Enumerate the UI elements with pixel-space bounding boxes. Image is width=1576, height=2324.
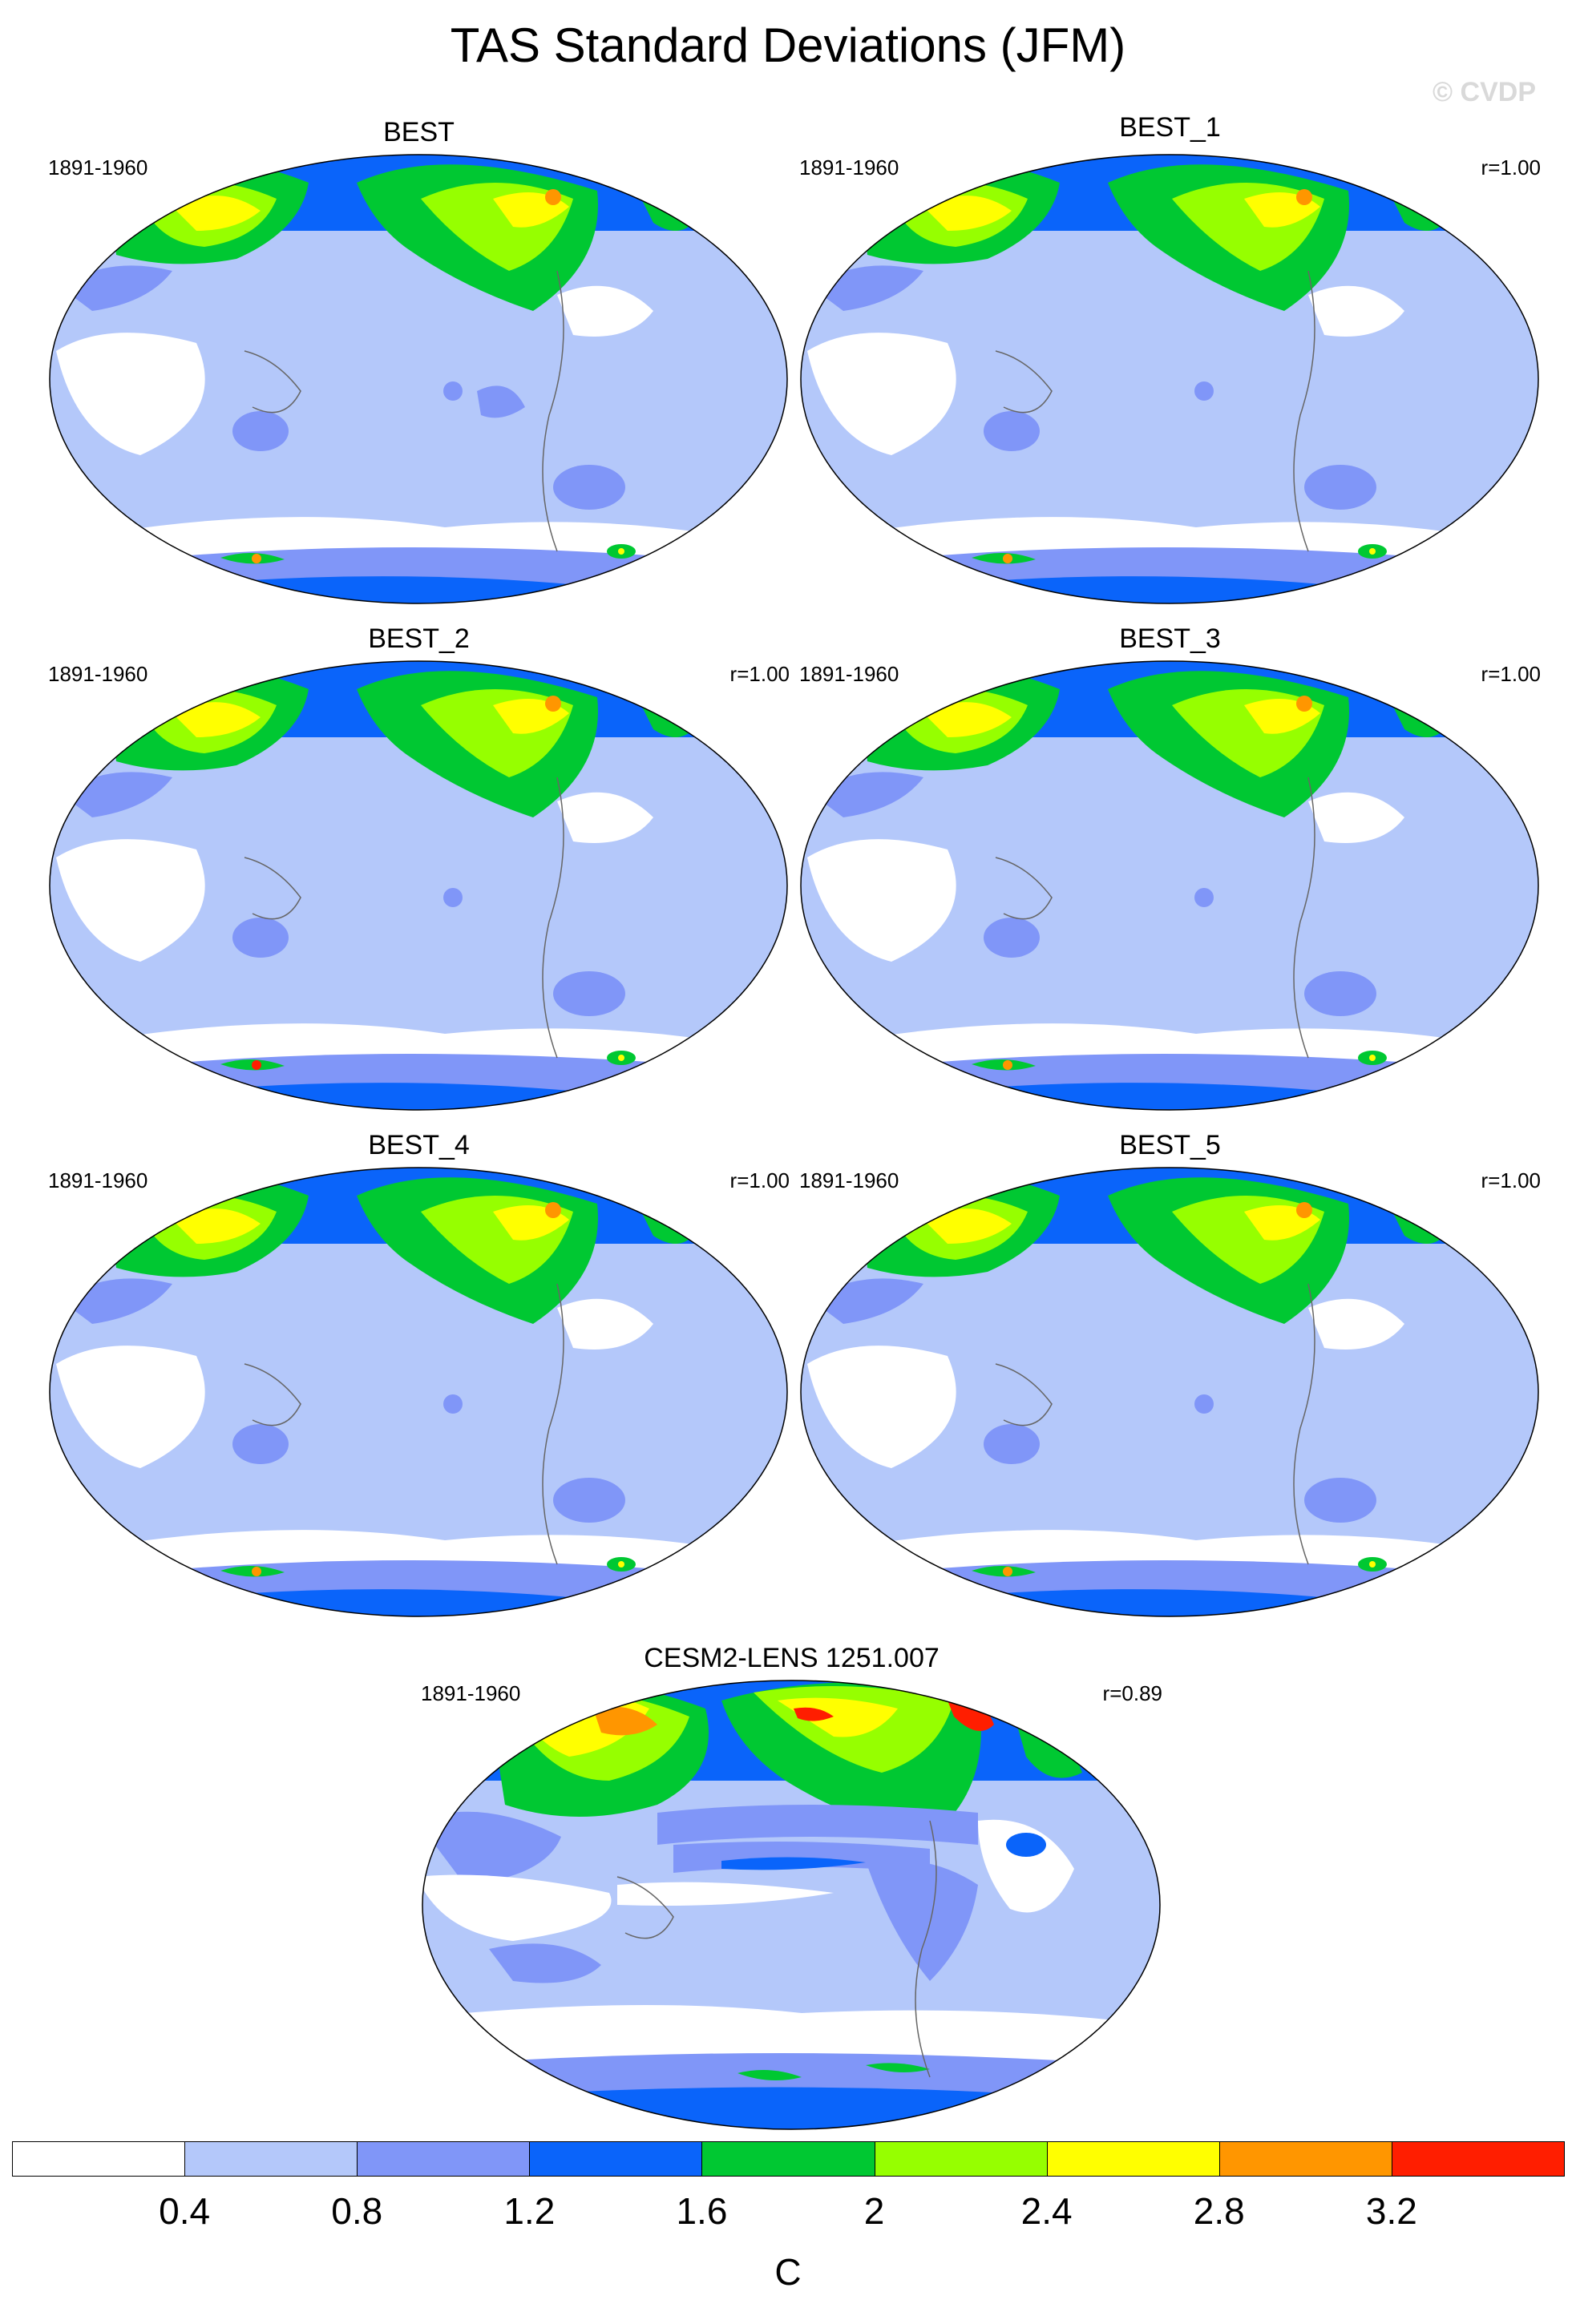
colorbar-tick-label: 2: [863, 2190, 885, 2232]
panel-correlation: r=1.00: [729, 662, 790, 686]
panel-correlation: r=1.00: [729, 1168, 790, 1192]
map-panel-best-3: BEST_3 1891-1960 r=1.00: [795, 623, 1545, 1119]
colorbar-tick-label: 0.8: [331, 2190, 383, 2232]
map-panel-best: BEST 1891-1960: [44, 117, 794, 612]
map-panel-cesm2-lens: CESM2-LENS 1251.007 1891-1960 r=0.89: [417, 1643, 1166, 2138]
world-map-best-2: [49, 660, 788, 1111]
map-panel-best-2: BEST_2 1891-1960 r=1.00: [44, 623, 794, 1119]
panel-period: 1891-1960: [48, 662, 148, 686]
map-panel-best-1: BEST_1 1891-1960 r=1.00: [795, 112, 1545, 612]
world-map-best: [49, 154, 788, 604]
world-map-best-5: [800, 1167, 1539, 1617]
panel-period: 1891-1960: [421, 1681, 521, 1705]
colorbar-unit: C: [774, 2251, 802, 2293]
panel-title: BEST_5: [1119, 1130, 1221, 1160]
colorbar-tick-label: 2.4: [1020, 2190, 1073, 2232]
world-map-best-3: [800, 660, 1539, 1111]
colorbar-swatch: [184, 2141, 358, 2177]
panel-period: 1891-1960: [48, 155, 148, 180]
colorbar-tick-label: 1.6: [676, 2190, 728, 2232]
colorbar-swatch: [1391, 2141, 1565, 2177]
panel-correlation: r=1.00: [1481, 1168, 1541, 1192]
colorbar-tick-label: 2.8: [1193, 2190, 1245, 2232]
panel-title: BEST_3: [1119, 623, 1221, 654]
map-panel-best-4: BEST_4 1891-1960 r=1.00: [44, 1130, 794, 1625]
panel-title: BEST_2: [368, 623, 470, 654]
panel-title: CESM2-LENS 1251.007: [644, 1643, 940, 1673]
panel-correlation: r=1.00: [1481, 662, 1541, 686]
panel-period: 1891-1960: [48, 1168, 148, 1192]
colorbar: [12, 2141, 1565, 2178]
world-map-best-1: [800, 154, 1539, 604]
colorbar-swatch: [874, 2141, 1048, 2177]
panel-period: 1891-1960: [799, 155, 899, 180]
panel-period: 1891-1960: [799, 1168, 899, 1192]
panel-correlation: r=0.89: [1102, 1681, 1162, 1705]
panel-correlation: r=1.00: [1481, 155, 1541, 180]
panel-title: BEST_4: [368, 1130, 470, 1160]
world-map-cesm2-lens: [422, 1680, 1161, 2130]
map-panel-best-5: BEST_5 1891-1960 r=1.00: [795, 1130, 1545, 1625]
panel-title: BEST: [383, 117, 455, 147]
colorbar-swatch: [357, 2141, 531, 2177]
panel-title: BEST_1: [1119, 112, 1221, 143]
panel-period: 1891-1960: [799, 662, 899, 686]
colorbar-tick-label: 0.4: [159, 2190, 211, 2232]
colorbar-tick-label: 3.2: [1365, 2190, 1417, 2232]
colorbar-swatch: [701, 2141, 875, 2177]
cvdp-watermark: © CVDP: [1433, 77, 1536, 107]
colorbar-swatch: [1218, 2141, 1392, 2177]
figure-title: TAS Standard Deviations (JFM): [450, 18, 1126, 72]
colorbar-tick-label: 1.2: [503, 2190, 556, 2232]
colorbar-swatch: [12, 2141, 186, 2177]
colorbar-swatch: [529, 2141, 703, 2177]
colorbar-swatch: [1046, 2141, 1220, 2177]
world-map-best-4: [49, 1167, 788, 1617]
